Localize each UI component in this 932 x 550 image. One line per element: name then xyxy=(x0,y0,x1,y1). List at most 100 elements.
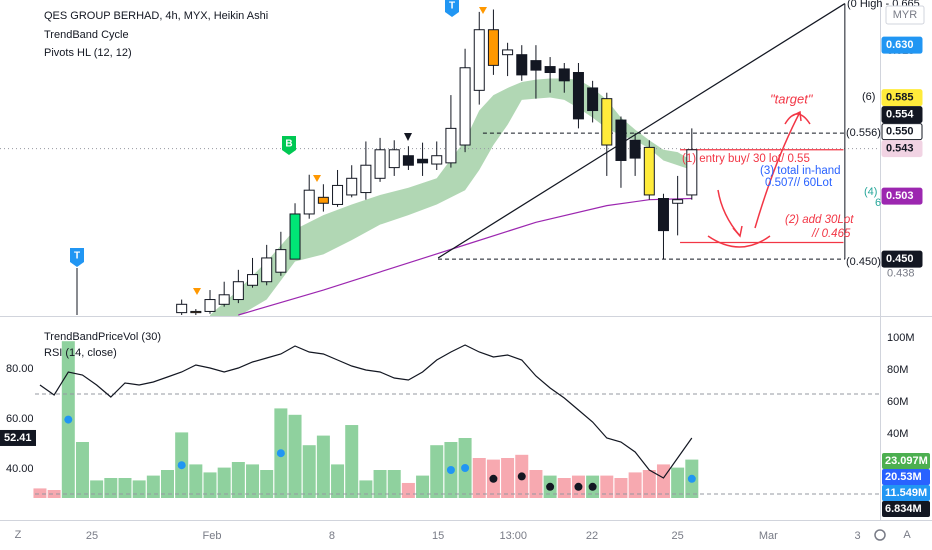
volume-bar xyxy=(33,488,47,498)
indicator-pane xyxy=(33,341,880,498)
volume-label-bg xyxy=(882,501,930,518)
volume-bar xyxy=(260,470,274,498)
signal-dot xyxy=(517,472,526,481)
signal-dot xyxy=(588,482,597,491)
candle-body xyxy=(587,87,599,112)
y-tick-label: 0.438 xyxy=(887,267,915,279)
rsi-tick-label: 80.00 xyxy=(6,363,34,375)
toolbar-icon[interactable]: Z xyxy=(15,529,22,541)
volume-bar xyxy=(501,458,515,498)
candle-body xyxy=(672,199,684,204)
signal-label: B xyxy=(285,139,292,150)
price-pane xyxy=(0,3,880,316)
rsi-last-label: 52.41 xyxy=(4,432,32,444)
annotation: (2) add 30Lot xyxy=(785,214,854,226)
volume-bar xyxy=(600,475,614,498)
candle-body xyxy=(289,213,301,260)
annotation: "target" xyxy=(770,91,814,106)
price-label-bg xyxy=(881,123,923,141)
arrow xyxy=(754,111,801,229)
signal-label: T xyxy=(449,1,455,12)
candle-body xyxy=(374,149,386,179)
indicator-name: TrendBandPriceVol (30) xyxy=(44,331,161,343)
volume-bar xyxy=(231,462,245,498)
currency-box[interactable] xyxy=(885,5,925,25)
candle-body xyxy=(572,72,584,120)
candle-body xyxy=(473,29,485,91)
fib-label: (6) xyxy=(862,91,875,103)
x-tick-label: 25 xyxy=(672,530,684,542)
arrow-head xyxy=(732,225,743,238)
pivot-marker xyxy=(479,7,487,14)
price-label-bg xyxy=(881,36,923,54)
volume-tick-label: 40M xyxy=(887,428,908,440)
candle-body xyxy=(190,310,202,314)
candle-body xyxy=(261,257,273,283)
fib-label: (0 High - 0.665 xyxy=(847,0,920,10)
annotation: (3) total in-hand xyxy=(760,165,841,177)
fib-label: (0.450) xyxy=(846,256,881,268)
volume-label-bg xyxy=(882,469,930,486)
volume-bar xyxy=(302,445,316,498)
volume-label-bg xyxy=(882,453,930,470)
candle-body xyxy=(332,184,344,205)
candle-body xyxy=(402,155,414,166)
candle-body xyxy=(516,54,528,76)
indicator-name: RSI (14, close) xyxy=(44,347,117,359)
volume-bar xyxy=(118,478,132,498)
volume-bar xyxy=(132,480,146,498)
volume-bar xyxy=(373,470,387,498)
signal-dot xyxy=(64,415,73,424)
volume-bar xyxy=(246,464,260,498)
x-tick-label: 15 xyxy=(432,530,444,542)
candle-body xyxy=(487,29,499,66)
volume-bar xyxy=(47,490,61,498)
volume-bar xyxy=(387,470,401,498)
price-label-bg xyxy=(881,89,923,107)
volume-bar xyxy=(331,464,345,498)
candle-body xyxy=(544,66,556,74)
indicator-name: TrendBand Cycle xyxy=(44,29,129,41)
rsi-line xyxy=(39,344,693,479)
candle-body xyxy=(502,49,514,56)
trend-band xyxy=(210,78,692,316)
price-label-bg xyxy=(881,140,923,158)
toolbar-icon[interactable]: A xyxy=(903,529,911,541)
settings-icon[interactable] xyxy=(874,529,886,541)
signal-dot xyxy=(276,449,285,458)
signal-flag xyxy=(445,0,459,17)
candle-body xyxy=(417,158,429,164)
volume-label-bg xyxy=(882,485,930,502)
arc xyxy=(784,113,811,125)
volume-bar xyxy=(288,414,302,498)
x-tick-label: 13:00 xyxy=(499,530,527,542)
candle-body xyxy=(615,119,627,161)
candle-body xyxy=(346,177,358,196)
volume-bar xyxy=(430,445,444,498)
candle-body xyxy=(686,149,698,196)
annotation: // 0.465 xyxy=(811,228,851,240)
candle-body xyxy=(204,299,216,312)
volume-bar xyxy=(628,472,642,498)
candle-body xyxy=(317,196,329,204)
price-label: 0.550 xyxy=(886,125,914,137)
price-label-bg xyxy=(881,106,923,124)
volume-bar xyxy=(160,470,174,498)
volume-bar xyxy=(203,472,217,498)
candle-body xyxy=(247,274,259,286)
signal-dot xyxy=(574,482,583,491)
volume-bar xyxy=(90,480,104,498)
volume-bar xyxy=(316,435,330,498)
signal-flag xyxy=(70,248,84,267)
volume-bar xyxy=(416,475,430,498)
x-tick-label: Feb xyxy=(203,530,222,542)
rsi-tick-label: 60.00 xyxy=(6,413,34,425)
fib-label: 6 xyxy=(875,197,881,209)
signal-label: T xyxy=(74,251,80,262)
currency[interactable]: MYR xyxy=(893,9,918,21)
x-tick-label: 22 xyxy=(586,530,598,542)
x-tick-label: 25 xyxy=(86,530,98,542)
candle-body xyxy=(360,164,372,194)
price-label: 0.585 xyxy=(886,91,914,103)
